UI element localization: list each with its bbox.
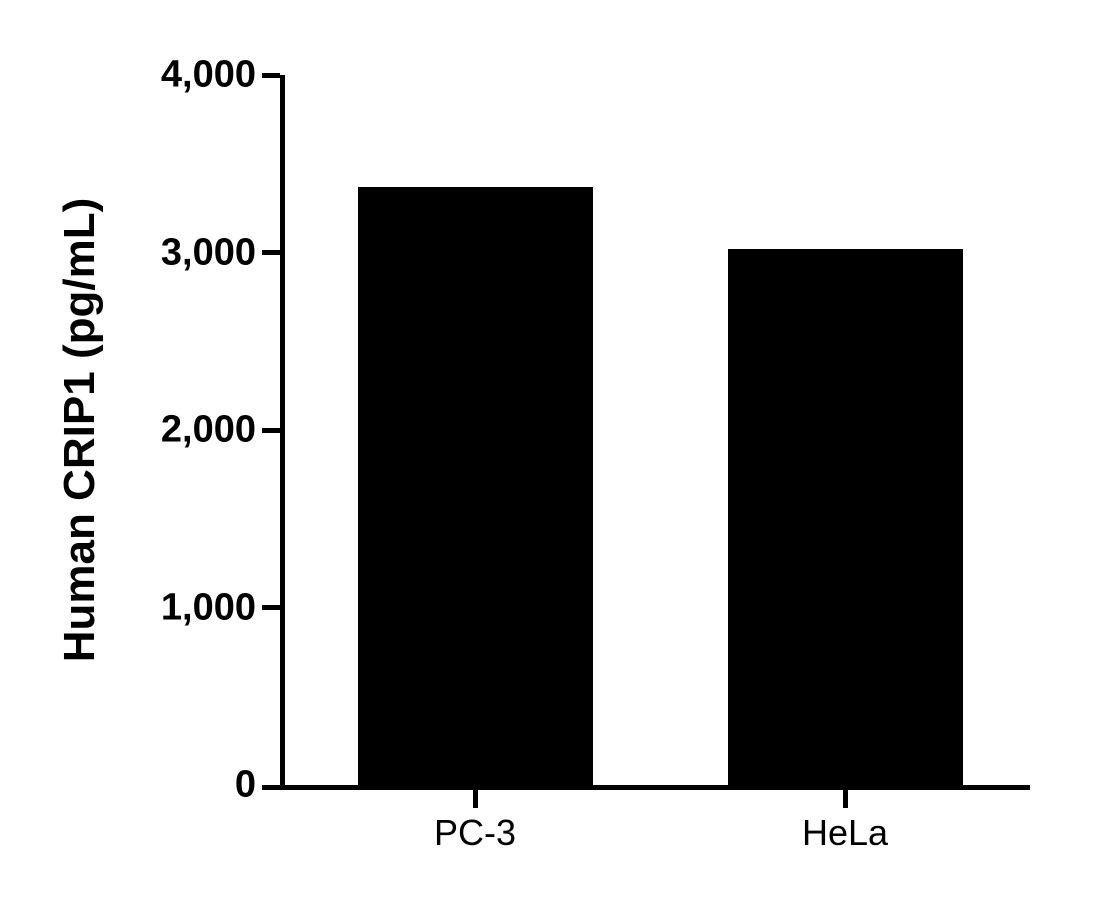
y-tick-label: 0	[235, 764, 256, 807]
chart-container: 0 1,000 2,000 3,000 4,000 PC-3 HeLa Huma…	[0, 0, 1117, 910]
x-axis-line	[280, 785, 1030, 790]
y-axis-title: Human CRIP1 (pg/mL)	[55, 198, 105, 662]
bar-pc3	[358, 187, 593, 785]
x-tick	[843, 790, 848, 808]
x-tick-label: PC-3	[434, 812, 516, 854]
y-tick	[262, 250, 280, 255]
bar-hela	[728, 249, 963, 785]
y-tick-label: 4,000	[161, 54, 256, 97]
y-tick	[262, 428, 280, 433]
y-tick-label: 1,000	[161, 586, 256, 629]
y-tick	[262, 785, 280, 790]
x-tick-label: HeLa	[802, 812, 888, 854]
y-tick-label: 2,000	[161, 409, 256, 452]
x-tick	[473, 790, 478, 808]
y-tick-label: 3,000	[161, 231, 256, 274]
y-axis-line	[280, 75, 285, 790]
y-tick	[262, 73, 280, 78]
y-tick	[262, 605, 280, 610]
